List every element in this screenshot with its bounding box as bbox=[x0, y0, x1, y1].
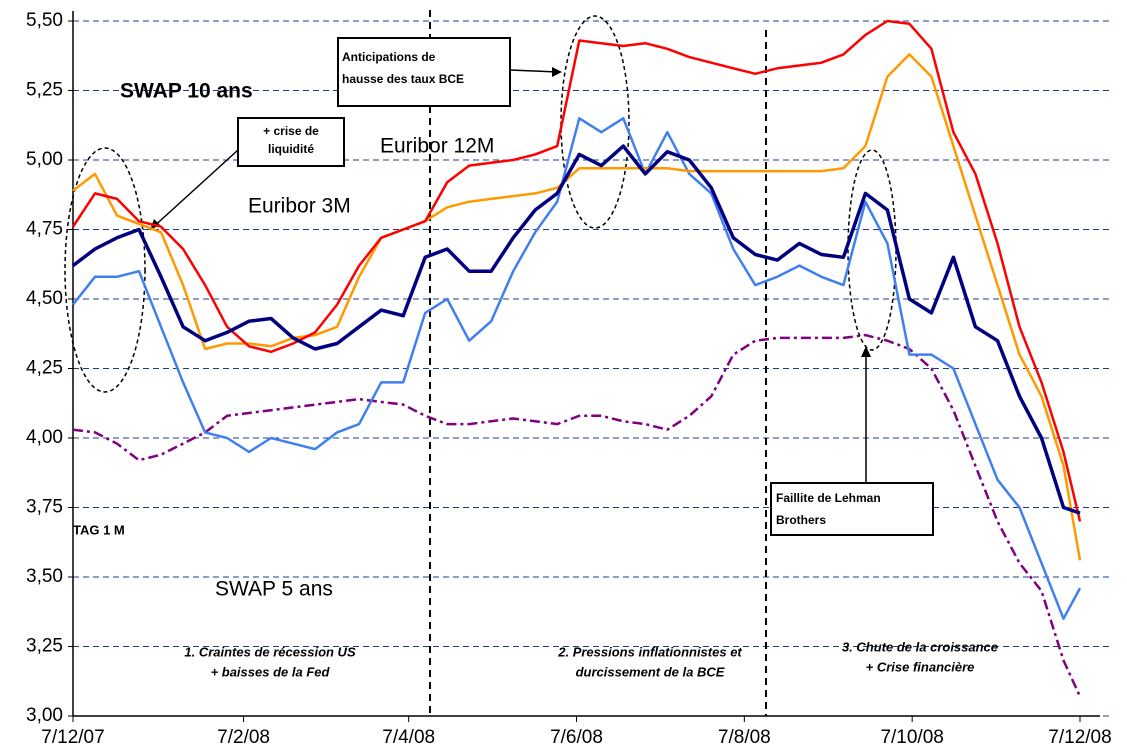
y-tick-label: 4,00 bbox=[26, 427, 63, 448]
annotation-box bbox=[770, 482, 934, 536]
annotation: Anticipations de bbox=[342, 50, 436, 64]
y-tick-label: 5,50 bbox=[26, 10, 63, 31]
series-line bbox=[72, 53, 1082, 561]
annotation: 1. Craintes de récession US bbox=[184, 644, 356, 659]
x-tick-label: 7/10/08 bbox=[880, 727, 943, 748]
annotation: liquidité bbox=[268, 142, 314, 156]
arrow-head bbox=[861, 346, 871, 357]
series-label: TAG 1 M bbox=[73, 522, 125, 537]
series-line bbox=[71, 19, 1082, 522]
x-tick-label: 7/6/08 bbox=[550, 727, 603, 748]
y-tick-label: 4,25 bbox=[26, 358, 63, 379]
arrow bbox=[149, 149, 239, 231]
y-tick-label: 3,25 bbox=[26, 636, 63, 657]
y-tick-label: 4,50 bbox=[26, 288, 63, 309]
annotation-box bbox=[337, 37, 511, 107]
highlight-ellipse bbox=[64, 147, 146, 393]
y-tick-label: 4,75 bbox=[26, 219, 63, 240]
series-label: SWAP 5 ans bbox=[215, 578, 333, 601]
x-tick-label: 7/2/08 bbox=[217, 727, 270, 748]
decorations bbox=[64, 10, 934, 716]
grid bbox=[68, 11, 1110, 722]
annotation: Faillite de Lehman bbox=[776, 491, 881, 505]
arrow-head bbox=[552, 67, 562, 77]
arrow bbox=[509, 69, 559, 73]
annotation-box bbox=[237, 117, 345, 167]
series-label: SWAP 10 ans bbox=[120, 80, 253, 103]
y-tick-label: 5,00 bbox=[26, 149, 63, 170]
series-line bbox=[72, 117, 1082, 620]
x-tick-label: 7/4/08 bbox=[382, 727, 435, 748]
annotation: 2. Pressions inflationnistes et bbox=[557, 644, 742, 659]
annotation: + baisses de la Fed bbox=[211, 664, 331, 679]
series-label: Euribor 12M bbox=[380, 135, 494, 158]
y-tick-label: 3,50 bbox=[26, 566, 63, 587]
series-label: Euribor 3M bbox=[248, 195, 351, 218]
x-tick-label: 7/8/08 bbox=[718, 727, 771, 748]
y-tick-label: 3,00 bbox=[26, 705, 63, 726]
annotation: + Crise financière bbox=[866, 659, 975, 674]
y-tick-label: 3,75 bbox=[26, 497, 63, 518]
annotation: durcissement de la BCE bbox=[576, 664, 725, 679]
annotation: 3. Chute de la croissance bbox=[842, 639, 998, 654]
annotation: Brothers bbox=[776, 513, 826, 527]
annotation: + crise de bbox=[263, 124, 319, 138]
annotation: hausse des taux BCE bbox=[342, 72, 464, 86]
x-tick-label: 7/12/07 bbox=[41, 727, 104, 748]
series-line bbox=[71, 144, 1081, 515]
x-tick-label: 7/12/08 bbox=[1048, 727, 1111, 748]
y-tick-label: 5,25 bbox=[26, 80, 63, 101]
